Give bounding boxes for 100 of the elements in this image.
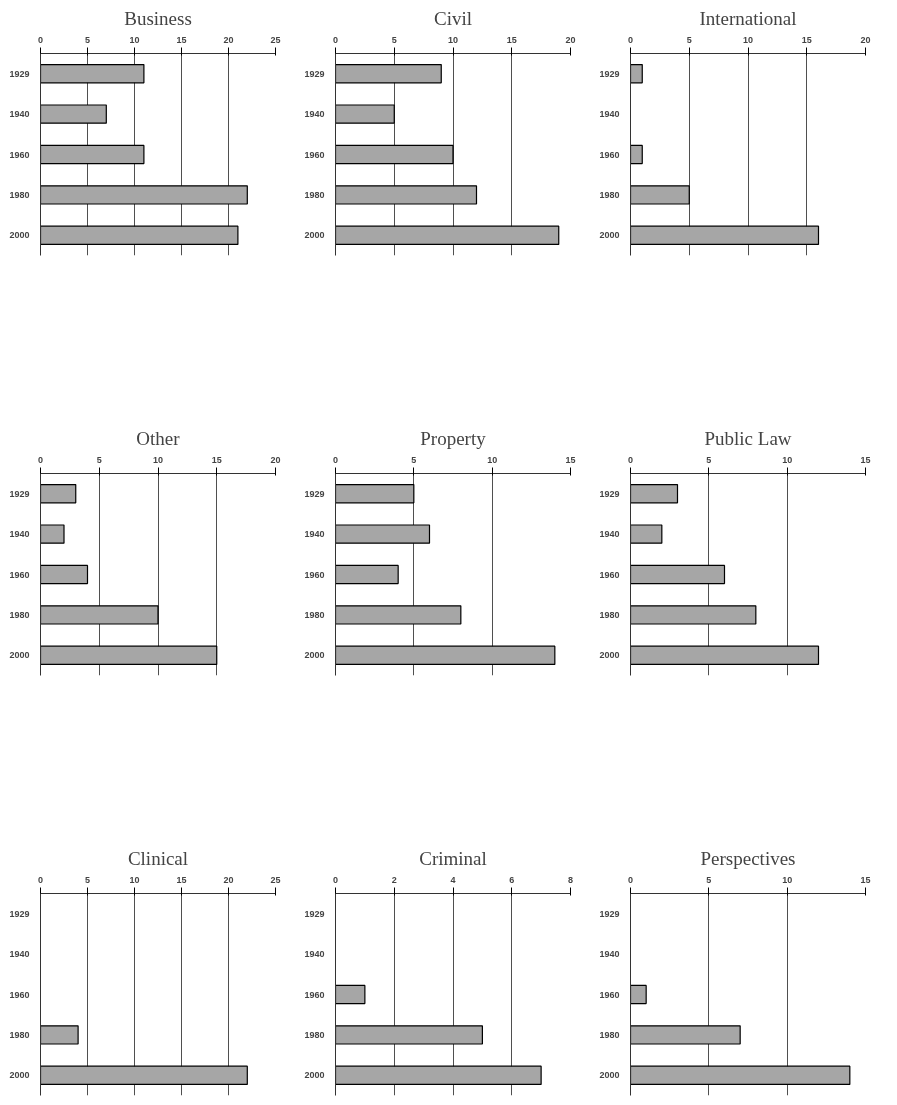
bar (40, 144, 145, 165)
y-tick-label: 2000 (304, 1070, 325, 1081)
bar (40, 564, 89, 585)
y-tick-label: 1960 (599, 989, 620, 1000)
x-tick-label: 10 (447, 34, 459, 45)
bar (630, 984, 647, 1005)
x-tick-label: 8 (568, 874, 574, 885)
x-tick-label: 5 (391, 34, 397, 45)
y-tick-label: 1940 (599, 949, 620, 960)
chart-title: Property (420, 427, 487, 449)
chart-title: Clinical (127, 847, 189, 869)
x-tick-label: 0 (628, 34, 634, 45)
x-tick-label: 10 (152, 454, 164, 465)
bar (335, 64, 442, 84)
y-tick-label: 1940 (599, 109, 620, 120)
x-tick-label: 10 (782, 874, 793, 885)
bar (335, 605, 462, 625)
y-tick-label: 2000 (599, 650, 620, 661)
x-tick-label: 5 (706, 454, 712, 465)
bar (335, 984, 366, 1005)
y-tick-label: 1960 (9, 149, 30, 160)
bar (630, 144, 643, 165)
y-tick-label: 1980 (304, 189, 325, 200)
bar (630, 645, 820, 665)
y-tick-label: 1960 (9, 989, 30, 1000)
x-tick-label: 0 (38, 34, 44, 45)
y-tick-label: 1929 (599, 68, 620, 79)
x-tick-label: 25 (270, 874, 281, 885)
x-tick-label: 20 (270, 454, 281, 465)
y-tick-label: 2000 (304, 650, 325, 661)
y-tick-label: 1960 (304, 569, 325, 580)
bar (335, 564, 399, 585)
bar (40, 605, 159, 625)
x-tick-label: 4 (450, 874, 456, 885)
x-tick-label: 10 (742, 34, 754, 45)
bar (630, 1025, 741, 1045)
bar (40, 104, 107, 124)
x-tick-label: 0 (38, 454, 44, 465)
x-tick-label: 10 (129, 34, 140, 45)
bar (335, 225, 560, 245)
bar (335, 144, 454, 165)
bar (40, 484, 77, 504)
chart-title: International (699, 7, 797, 29)
x-tick-label: 0 (333, 34, 339, 45)
bar (335, 1065, 542, 1085)
x-tick-label: 0 (628, 454, 634, 465)
x-tick-label: 15 (565, 454, 576, 465)
chart-title: Criminal (419, 847, 487, 869)
y-tick-label: 1960 (304, 989, 325, 1000)
y-tick-label: 1960 (304, 149, 325, 160)
x-tick-label: 10 (129, 874, 140, 885)
bar (630, 185, 690, 205)
bar (630, 564, 726, 585)
x-tick-label: 5 (706, 874, 712, 885)
bar (335, 645, 556, 665)
bar (40, 645, 218, 665)
x-tick-label: 15 (506, 34, 517, 45)
x-tick-label: 15 (176, 874, 187, 885)
y-tick-label: 1940 (9, 949, 30, 960)
bar (335, 104, 395, 124)
y-tick-label: 1929 (599, 488, 620, 499)
y-tick-label: 1929 (304, 908, 325, 919)
bar (630, 484, 679, 504)
y-tick-label: 2000 (304, 230, 325, 241)
y-tick-label: 2000 (9, 1070, 30, 1081)
bar (335, 524, 431, 544)
bar (40, 225, 239, 245)
x-tick-label: 6 (509, 874, 515, 885)
y-tick-label: 1980 (9, 609, 30, 620)
bar (335, 185, 478, 205)
y-tick-label: 1960 (599, 149, 620, 160)
y-tick-label: 1940 (9, 529, 30, 540)
bar (630, 1065, 851, 1085)
x-tick-label: 20 (860, 34, 871, 45)
y-tick-label: 2000 (9, 650, 30, 661)
bar (40, 524, 65, 544)
x-tick-label: 15 (801, 34, 812, 45)
y-tick-label: 1960 (599, 569, 620, 580)
y-tick-label: 2000 (9, 230, 30, 241)
bar (335, 484, 415, 504)
y-tick-label: 1980 (599, 1029, 620, 1040)
y-tick-label: 1940 (599, 529, 620, 540)
y-tick-label: 1929 (599, 908, 620, 919)
x-tick-label: 20 (223, 34, 234, 45)
y-tick-label: 1940 (304, 949, 325, 960)
bar (335, 1025, 483, 1045)
bar (630, 524, 663, 544)
x-tick-label: 15 (211, 454, 222, 465)
x-tick-label: 15 (176, 34, 187, 45)
x-tick-label: 5 (686, 34, 692, 45)
y-tick-label: 1929 (9, 908, 30, 919)
bar (630, 225, 820, 245)
y-tick-label: 1980 (9, 189, 30, 200)
bar (40, 64, 145, 84)
chart-title: Public Law (704, 427, 792, 449)
y-tick-label: 1940 (304, 109, 325, 120)
x-tick-label: 5 (85, 34, 91, 45)
chart-title: Perspectives (700, 847, 796, 869)
y-tick-label: 1929 (304, 68, 325, 79)
x-tick-label: 5 (411, 454, 417, 465)
